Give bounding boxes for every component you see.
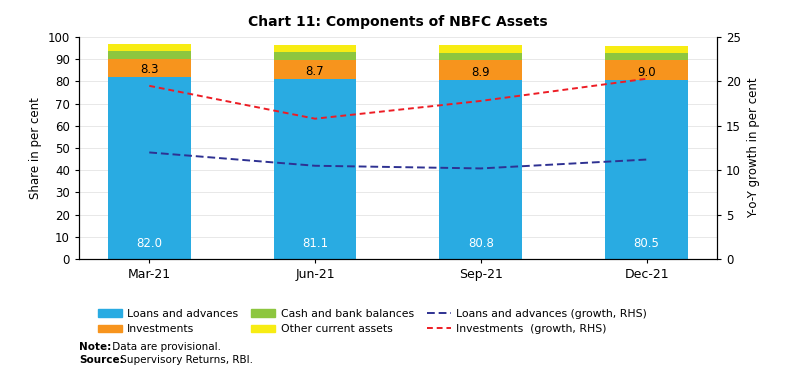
- Title: Chart 11: Components of NBFC Assets: Chart 11: Components of NBFC Assets: [248, 15, 548, 29]
- Text: Supervisory Returns, RBI.: Supervisory Returns, RBI.: [117, 355, 253, 365]
- Loans and advances (growth, RHS): [310, 164, 320, 168]
- Text: 8.3: 8.3: [140, 63, 158, 76]
- Investments  (growth, RHS): [642, 77, 652, 81]
- Investments  (growth, RHS): [144, 84, 154, 88]
- Bar: [605, 53, 688, 60]
- Bar: [440, 53, 522, 60]
- Text: Source:: Source:: [79, 355, 124, 365]
- Bar: [605, 60, 688, 80]
- Text: 80.8: 80.8: [468, 237, 494, 250]
- Text: 8.9: 8.9: [471, 65, 490, 78]
- Investments  (growth, RHS): [476, 99, 485, 103]
- Text: 9.0: 9.0: [637, 66, 656, 79]
- Bar: [273, 79, 356, 259]
- Bar: [440, 60, 522, 80]
- Y-axis label: Y-o-Y growth in per cent: Y-o-Y growth in per cent: [746, 78, 760, 218]
- Text: 81.1: 81.1: [302, 237, 328, 250]
- Bar: [273, 45, 356, 52]
- Investments  (growth, RHS): [310, 117, 320, 121]
- Loans and advances (growth, RHS): [144, 150, 154, 155]
- Line: Loans and advances (growth, RHS): Loans and advances (growth, RHS): [149, 152, 647, 168]
- Text: Data are provisional.: Data are provisional.: [109, 342, 221, 351]
- Bar: [273, 52, 356, 60]
- Text: 82.0: 82.0: [136, 237, 162, 250]
- Bar: [605, 46, 688, 53]
- Bar: [108, 44, 191, 51]
- Bar: [440, 80, 522, 259]
- Legend: Loans and advances, Investments, Cash and bank balances, Other current assets, L: Loans and advances, Investments, Cash an…: [98, 309, 647, 334]
- Loans and advances (growth, RHS): [642, 157, 652, 162]
- Bar: [440, 45, 522, 53]
- Text: 8.7: 8.7: [306, 65, 325, 78]
- Bar: [108, 51, 191, 58]
- Bar: [108, 77, 191, 259]
- Bar: [108, 58, 191, 77]
- Text: Note:: Note:: [79, 342, 111, 351]
- Text: 80.5: 80.5: [634, 237, 660, 250]
- Bar: [605, 80, 688, 259]
- Y-axis label: Share in per cent: Share in per cent: [29, 97, 42, 199]
- Line: Investments  (growth, RHS): Investments (growth, RHS): [149, 79, 647, 119]
- Bar: [273, 60, 356, 79]
- Loans and advances (growth, RHS): [476, 166, 485, 171]
